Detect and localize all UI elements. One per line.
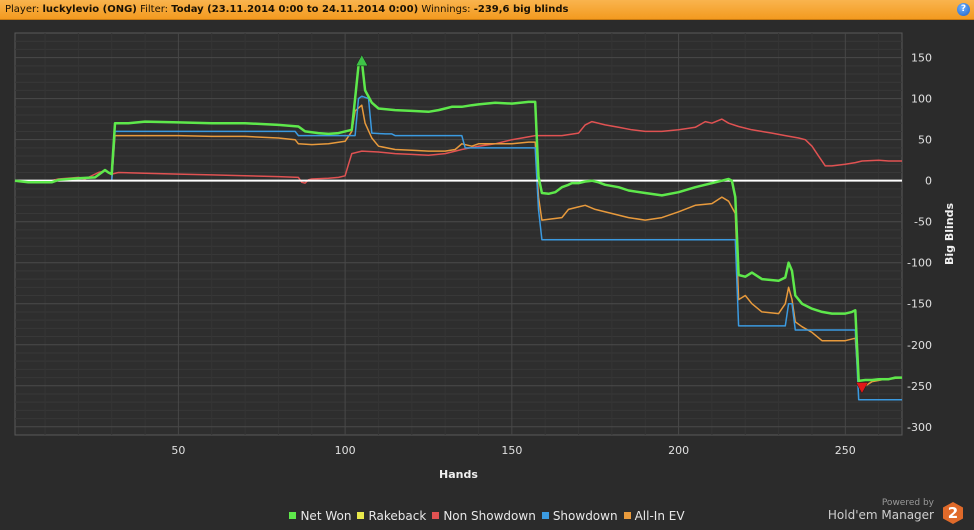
y-tick-label: -300 [907, 421, 932, 434]
legend-swatch [357, 512, 365, 519]
legend-item-all-in-ev[interactable]: All-In EV [623, 509, 685, 523]
y-tick-label: -250 [907, 380, 932, 393]
legend-label: Rakeback [368, 509, 427, 523]
legend-swatch [432, 512, 440, 519]
legend-swatch [541, 512, 549, 519]
player-label: Player: [5, 4, 40, 15]
chart-legend: Net Won Rakeback Non Showdown Showdown All-I… [0, 509, 974, 525]
player-value: luckylevio (ONG) [42, 4, 137, 15]
y-tick-label: -150 [907, 298, 932, 311]
x-axis-title: Hands [439, 468, 478, 481]
series-line-non-showdown [14, 118, 902, 184]
legend-swatch [623, 512, 631, 519]
legend-item-showdown[interactable]: Showdown [541, 509, 618, 523]
y-tick-label: -100 [907, 257, 932, 270]
y-tick-label: 100 [911, 93, 932, 106]
header-summary: Player: luckylevio (ONG) Filter: Today (… [5, 3, 568, 16]
x-tick-label: 250 [835, 444, 856, 457]
plot-area [14, 32, 903, 436]
winnings-graph: 150 100 50 0 -50 -100 -150 -200 -250 -300 50 100 150… [14, 32, 956, 481]
y-tick-label: 150 [911, 52, 932, 65]
branding: Powered by Hold'em Manager 2 [815, 498, 965, 526]
y-tick-label: 50 [918, 134, 932, 147]
x-tick-label: 100 [335, 444, 356, 457]
winnings-value: -239,6 big blinds [473, 4, 569, 15]
legend-item-non-showdown[interactable]: Non Showdown [432, 509, 536, 523]
series-line-net-won [14, 59, 902, 383]
legend-item-rakeback[interactable]: Rakeback [357, 509, 426, 523]
max-marker-icon [355, 54, 369, 67]
y-tick-label: 0 [925, 175, 932, 188]
legend-label: Net Won [300, 509, 352, 523]
filter-value[interactable]: Today (23.11.2014 0:00 to 24.11.2014 0:0… [171, 4, 419, 15]
x-tick-label: 150 [501, 444, 522, 457]
y-axis-title: Big Blinds [943, 203, 956, 265]
legend-label: Non Showdown [443, 509, 536, 523]
legend-label: All-In EV [634, 509, 685, 523]
product-name: Hold'em Manager [827, 508, 934, 522]
x-tick-label: 50 [171, 444, 185, 457]
winnings-label: Winnings: [421, 4, 471, 15]
legend-item-net-won[interactable]: Net Won [289, 509, 351, 523]
powered-by-text: Powered by [881, 498, 934, 508]
series-line-showdown [15, 95, 902, 401]
filter-header-bar: Player: luckylevio (ONG) Filter: Today (… [0, 0, 974, 20]
x-tick-label: 200 [668, 444, 689, 457]
logo-digit: 2 [948, 504, 958, 522]
min-marker-icon [855, 382, 869, 394]
help-icon[interactable]: ? [957, 3, 970, 16]
y-tick-label: -50 [914, 216, 932, 229]
legend-swatch [289, 512, 297, 519]
hem2-logo-icon: 2 [943, 502, 963, 524]
y-tick-label: -200 [907, 339, 932, 352]
series-line-all-in-ev [15, 104, 903, 387]
legend-label: Showdown [552, 509, 618, 523]
filter-label: Filter: [140, 4, 169, 15]
